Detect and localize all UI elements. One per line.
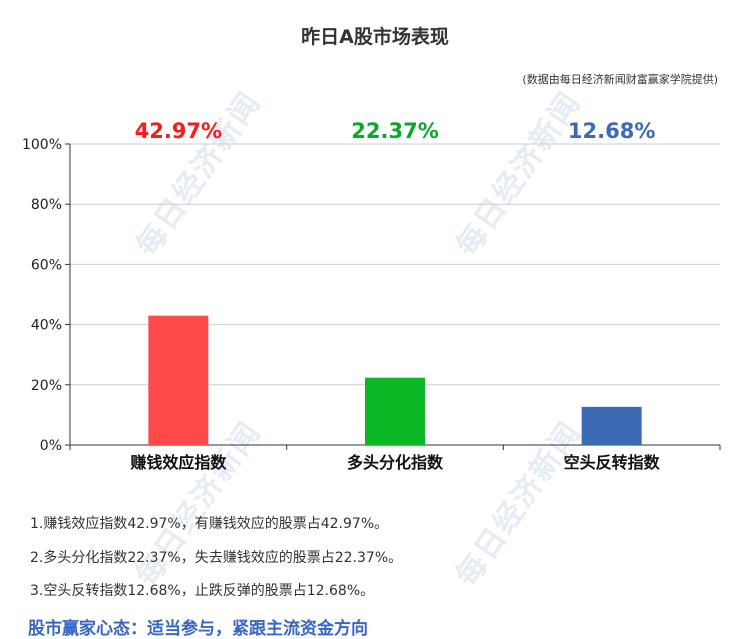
note-item: 3.空头反转指数12.68%，止跌反弹的股票占12.68%。 — [30, 583, 375, 599]
category-label: 空头反转指数 — [564, 453, 661, 472]
category-label: 多头分化指数 — [347, 453, 444, 472]
bar — [365, 377, 425, 445]
data-label: 12.68% — [568, 119, 655, 143]
y-tick-label: 80% — [31, 197, 62, 213]
y-tick-label: 60% — [31, 257, 62, 273]
y-tick-label: 100% — [22, 137, 62, 153]
chart-title: 昨日A股市场表现 — [301, 26, 449, 48]
note-item: 1.赚钱效应指数42.97%，有赚钱效应的股票占42.97%。 — [30, 516, 389, 532]
category-label: 赚钱效应指数 — [129, 453, 227, 472]
note-item: 2.多头分化指数22.37%，失去赚钱效应的股票占22.37%。 — [30, 550, 403, 566]
slogan: 股市赢家心态：适当参与，紧跟主流资金方向 — [28, 619, 368, 639]
data-label: 42.97% — [135, 119, 222, 143]
chart-source-note: (数据由每日经济新闻财富赢家学院提供) — [522, 73, 718, 86]
y-tick-label: 40% — [31, 318, 62, 334]
data-label: 22.37% — [351, 119, 438, 143]
bar-chart: 0% 20% 40% 60% 80% 100% 赚钱效应指数 42.97% 多头分化指数 22.3… — [22, 119, 721, 472]
y-tick-label: 20% — [31, 378, 62, 394]
bar — [581, 406, 642, 445]
y-tick-label: 0% — [40, 438, 62, 454]
bar — [148, 315, 209, 445]
